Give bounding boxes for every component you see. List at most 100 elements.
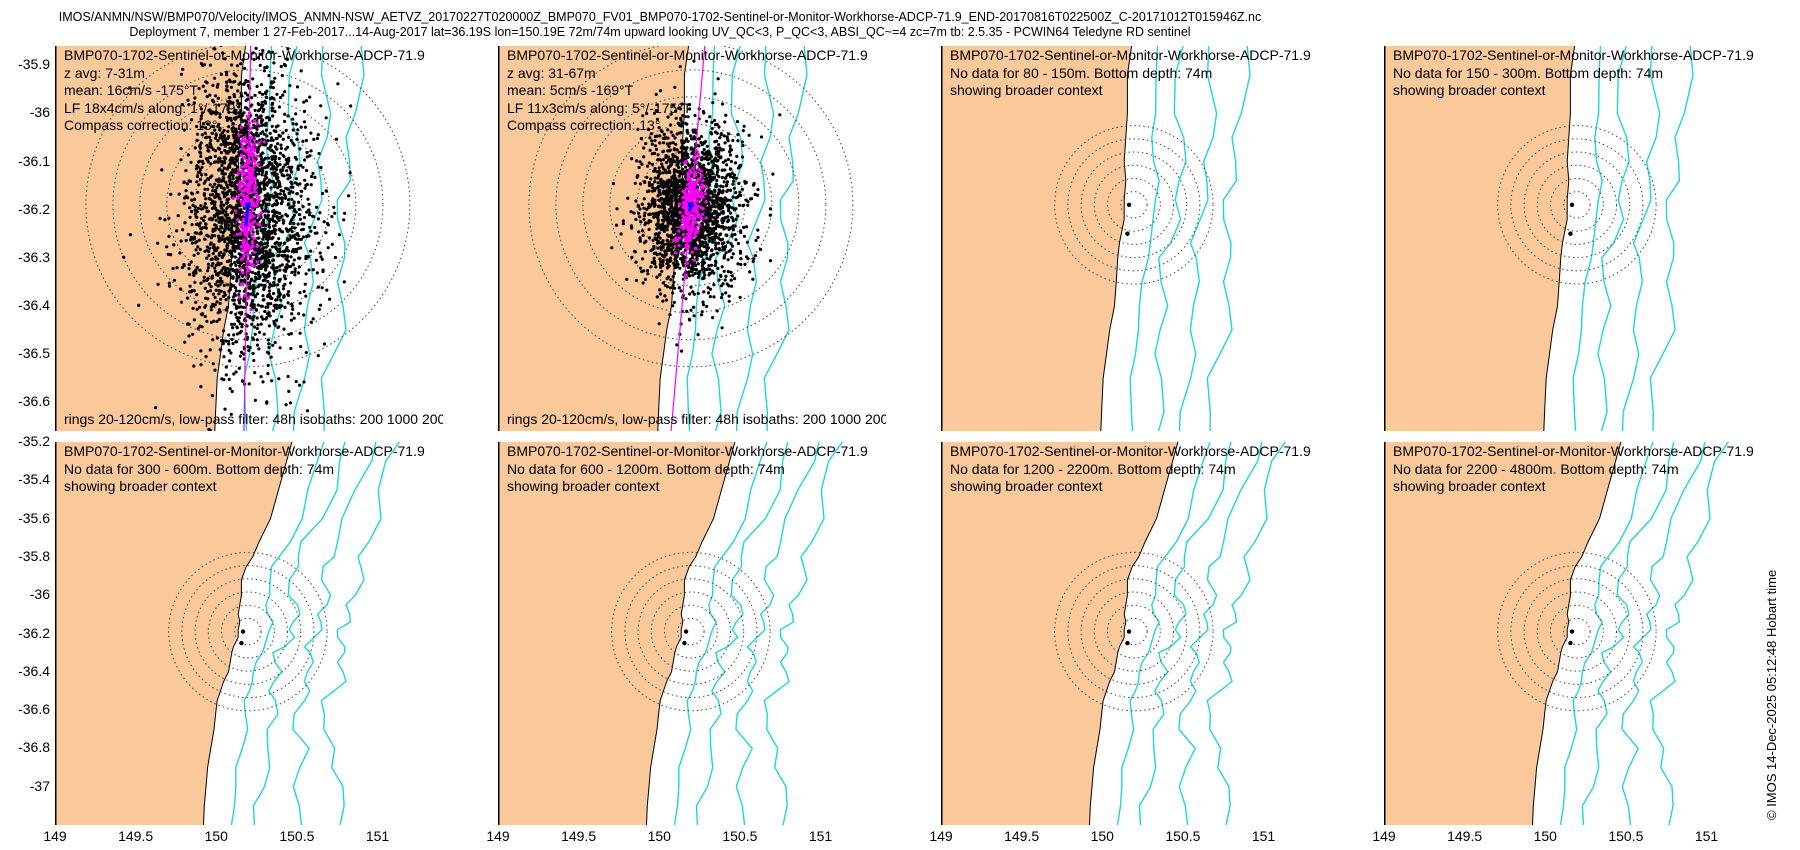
speed-ring-120cms <box>528 46 854 368</box>
map-svg-6 <box>499 442 844 825</box>
panel-info-line: No data for 1200 - 2200m. Bottom depth: … <box>950 460 1236 477</box>
isobath-2000m <box>1621 46 1661 431</box>
panel-info: BMP070-1702-Sentinel-or-Monitor-Workhors… <box>507 47 868 135</box>
ytick-row2: -35.4 <box>18 471 50 488</box>
panel-info-line: mean: 5cm/s -169°T <box>507 82 634 98</box>
speed-ring-100cms <box>555 69 827 341</box>
speed-ring-120cms <box>1497 125 1657 285</box>
ytick-row1: -36.1 <box>18 152 50 169</box>
xtick: 150 <box>1533 828 1557 844</box>
isobath-4000m <box>763 46 808 431</box>
isobath-2000m <box>1621 442 1706 825</box>
panel-info: BMP070-1702-Sentinel-or-Monitor-Workhors… <box>64 443 425 496</box>
speed-ring-100cms <box>181 565 315 699</box>
panel-info-line: BMP070-1702-Sentinel-or-Monitor-Workhors… <box>1393 47 1754 63</box>
ytick-row1: -36.3 <box>18 248 50 265</box>
panel-info-line: BMP070-1702-Sentinel-or-Monitor-Workhors… <box>950 47 1311 63</box>
xtick: 150.5 <box>722 828 758 844</box>
speed-ring-120cms <box>611 551 771 712</box>
panel-info-line: showing broader context <box>1393 82 1546 98</box>
speed-ring-120cms <box>1497 551 1657 712</box>
xtick: 149.5 <box>118 828 154 844</box>
panel-info-line: showing broader context <box>950 82 1103 98</box>
isobath-4000m <box>1206 442 1287 825</box>
xtick: 149.5 <box>1004 828 1040 844</box>
speed-ring-20cms <box>1563 191 1591 219</box>
panel-info-line: z avg: 7-31m <box>64 64 145 81</box>
isobath-2000m <box>1178 442 1263 825</box>
xtick: 150.5 <box>1165 828 1201 844</box>
panel-info-line: showing broader context <box>64 478 217 494</box>
island-1 <box>1569 202 1575 208</box>
xtick: 149 <box>486 828 510 844</box>
panel-info-line: Compass correction: 13° <box>507 117 661 133</box>
speed-ring-40cms <box>1106 177 1161 232</box>
island-1 <box>1126 629 1132 634</box>
panel-info: BMP070-1702-Sentinel-or-Monitor-Workhors… <box>1393 443 1754 496</box>
isobath-200m <box>1129 46 1160 431</box>
xtick: 150 <box>647 828 671 844</box>
xtick: 151 <box>365 828 390 844</box>
figure-title-line-1: IMOS/ANMN/NSW/BMP070/Velocity/IMOS_ANMN-… <box>58 10 1262 24</box>
land-area <box>942 46 1133 431</box>
ytick-row2: -36.8 <box>18 739 50 756</box>
xtick: 149 <box>43 828 67 844</box>
ytick-row1: -35.9 <box>18 56 50 73</box>
panel-info-line: No data for 150 - 300m. Bottom depth: 74… <box>1393 64 1664 81</box>
isobath-4000m <box>1649 442 1730 825</box>
ytick-row1: -36 <box>29 104 50 121</box>
ytick-row2: -35.8 <box>18 547 50 564</box>
island-2 <box>1125 231 1130 236</box>
figure-title-line-2: Deployment 7, member 1 27-Feb-2017...14-… <box>129 25 1191 39</box>
ytick-row2: -37 <box>29 777 50 794</box>
panel-info-line: No data for 2200 - 4800m. Bottom depth: … <box>1393 460 1679 477</box>
panel-info-line: No data for 300 - 600m. Bottom depth: 74… <box>64 460 335 477</box>
panel-info-line: BMP070-1702-Sentinel-or-Monitor-Workhors… <box>507 443 868 459</box>
panel-info-line: No data for 80 - 150m. Bottom depth: 74m <box>950 64 1213 81</box>
ytick-row2: -36.6 <box>18 701 50 718</box>
panel-info-line: showing broader context <box>507 478 660 494</box>
speed-ring-40cms <box>193 150 303 260</box>
map-panel-6: BMP070-1702-Sentinel-or-Monitor-Workhors… <box>498 442 886 825</box>
isobath-200m <box>1559 442 1654 825</box>
map-svg-7 <box>942 442 1287 825</box>
panel-info: BMP070-1702-Sentinel-or-Monitor-Workhors… <box>1393 47 1754 100</box>
xtick: 150.5 <box>1608 828 1644 844</box>
speed-ring-100cms <box>1067 138 1201 272</box>
isobath-2000m <box>735 442 820 825</box>
speed-ring-80cms <box>194 578 302 685</box>
speed-ring-60cms <box>1536 164 1617 245</box>
xtick: 151 <box>808 828 833 844</box>
speed-ring-40cms <box>1549 177 1604 232</box>
speed-ring-40cms <box>1549 604 1604 659</box>
panel-info-line: showing broader context <box>950 478 1103 494</box>
panel-info: BMP070-1702-Sentinel-or-Monitor-Workhors… <box>64 47 425 135</box>
map-panel-8: BMP070-1702-Sentinel-or-Monitor-Workhors… <box>1384 442 1772 825</box>
panel-info-line: No data for 600 - 1200m. Bottom depth: 7… <box>507 460 785 477</box>
panel-info: BMP070-1702-Sentinel-or-Monitor-Workhors… <box>950 47 1311 100</box>
panel-info-line: BMP070-1702-Sentinel-or-Monitor-Workhors… <box>507 47 868 63</box>
isobath-1000m <box>252 442 346 825</box>
isobath-200m <box>1116 442 1211 825</box>
panel-info: BMP070-1702-Sentinel-or-Monitor-Workhors… <box>950 443 1311 496</box>
isobath-1000m <box>268 46 301 431</box>
isobath-200m <box>673 442 768 825</box>
speed-ring-60cms <box>207 591 288 672</box>
speed-ring-100cms <box>1510 138 1644 272</box>
island-2 <box>1568 640 1573 646</box>
speed-ring-60cms <box>1536 591 1617 672</box>
xtick: 150 <box>1090 828 1114 844</box>
map-panel-7: BMP070-1702-Sentinel-or-Monitor-Workhors… <box>941 442 1329 825</box>
map-svg-5 <box>56 442 401 825</box>
speed-ring-80cms <box>139 96 357 314</box>
speed-ring-20cms <box>677 617 705 646</box>
island-2 <box>239 640 244 646</box>
isobath-1000m <box>695 442 789 825</box>
isobath-4000m <box>763 442 844 825</box>
map-panel-4: BMP070-1702-Sentinel-or-Monitor-Workhors… <box>1384 46 1772 431</box>
speed-ring-80cms <box>1523 578 1631 685</box>
panel-info: BMP070-1702-Sentinel-or-Monitor-Workhors… <box>507 443 868 496</box>
isobath-1000m <box>1597 46 1630 431</box>
ytick-row2: -36.4 <box>18 662 50 679</box>
land-area <box>942 442 1179 825</box>
